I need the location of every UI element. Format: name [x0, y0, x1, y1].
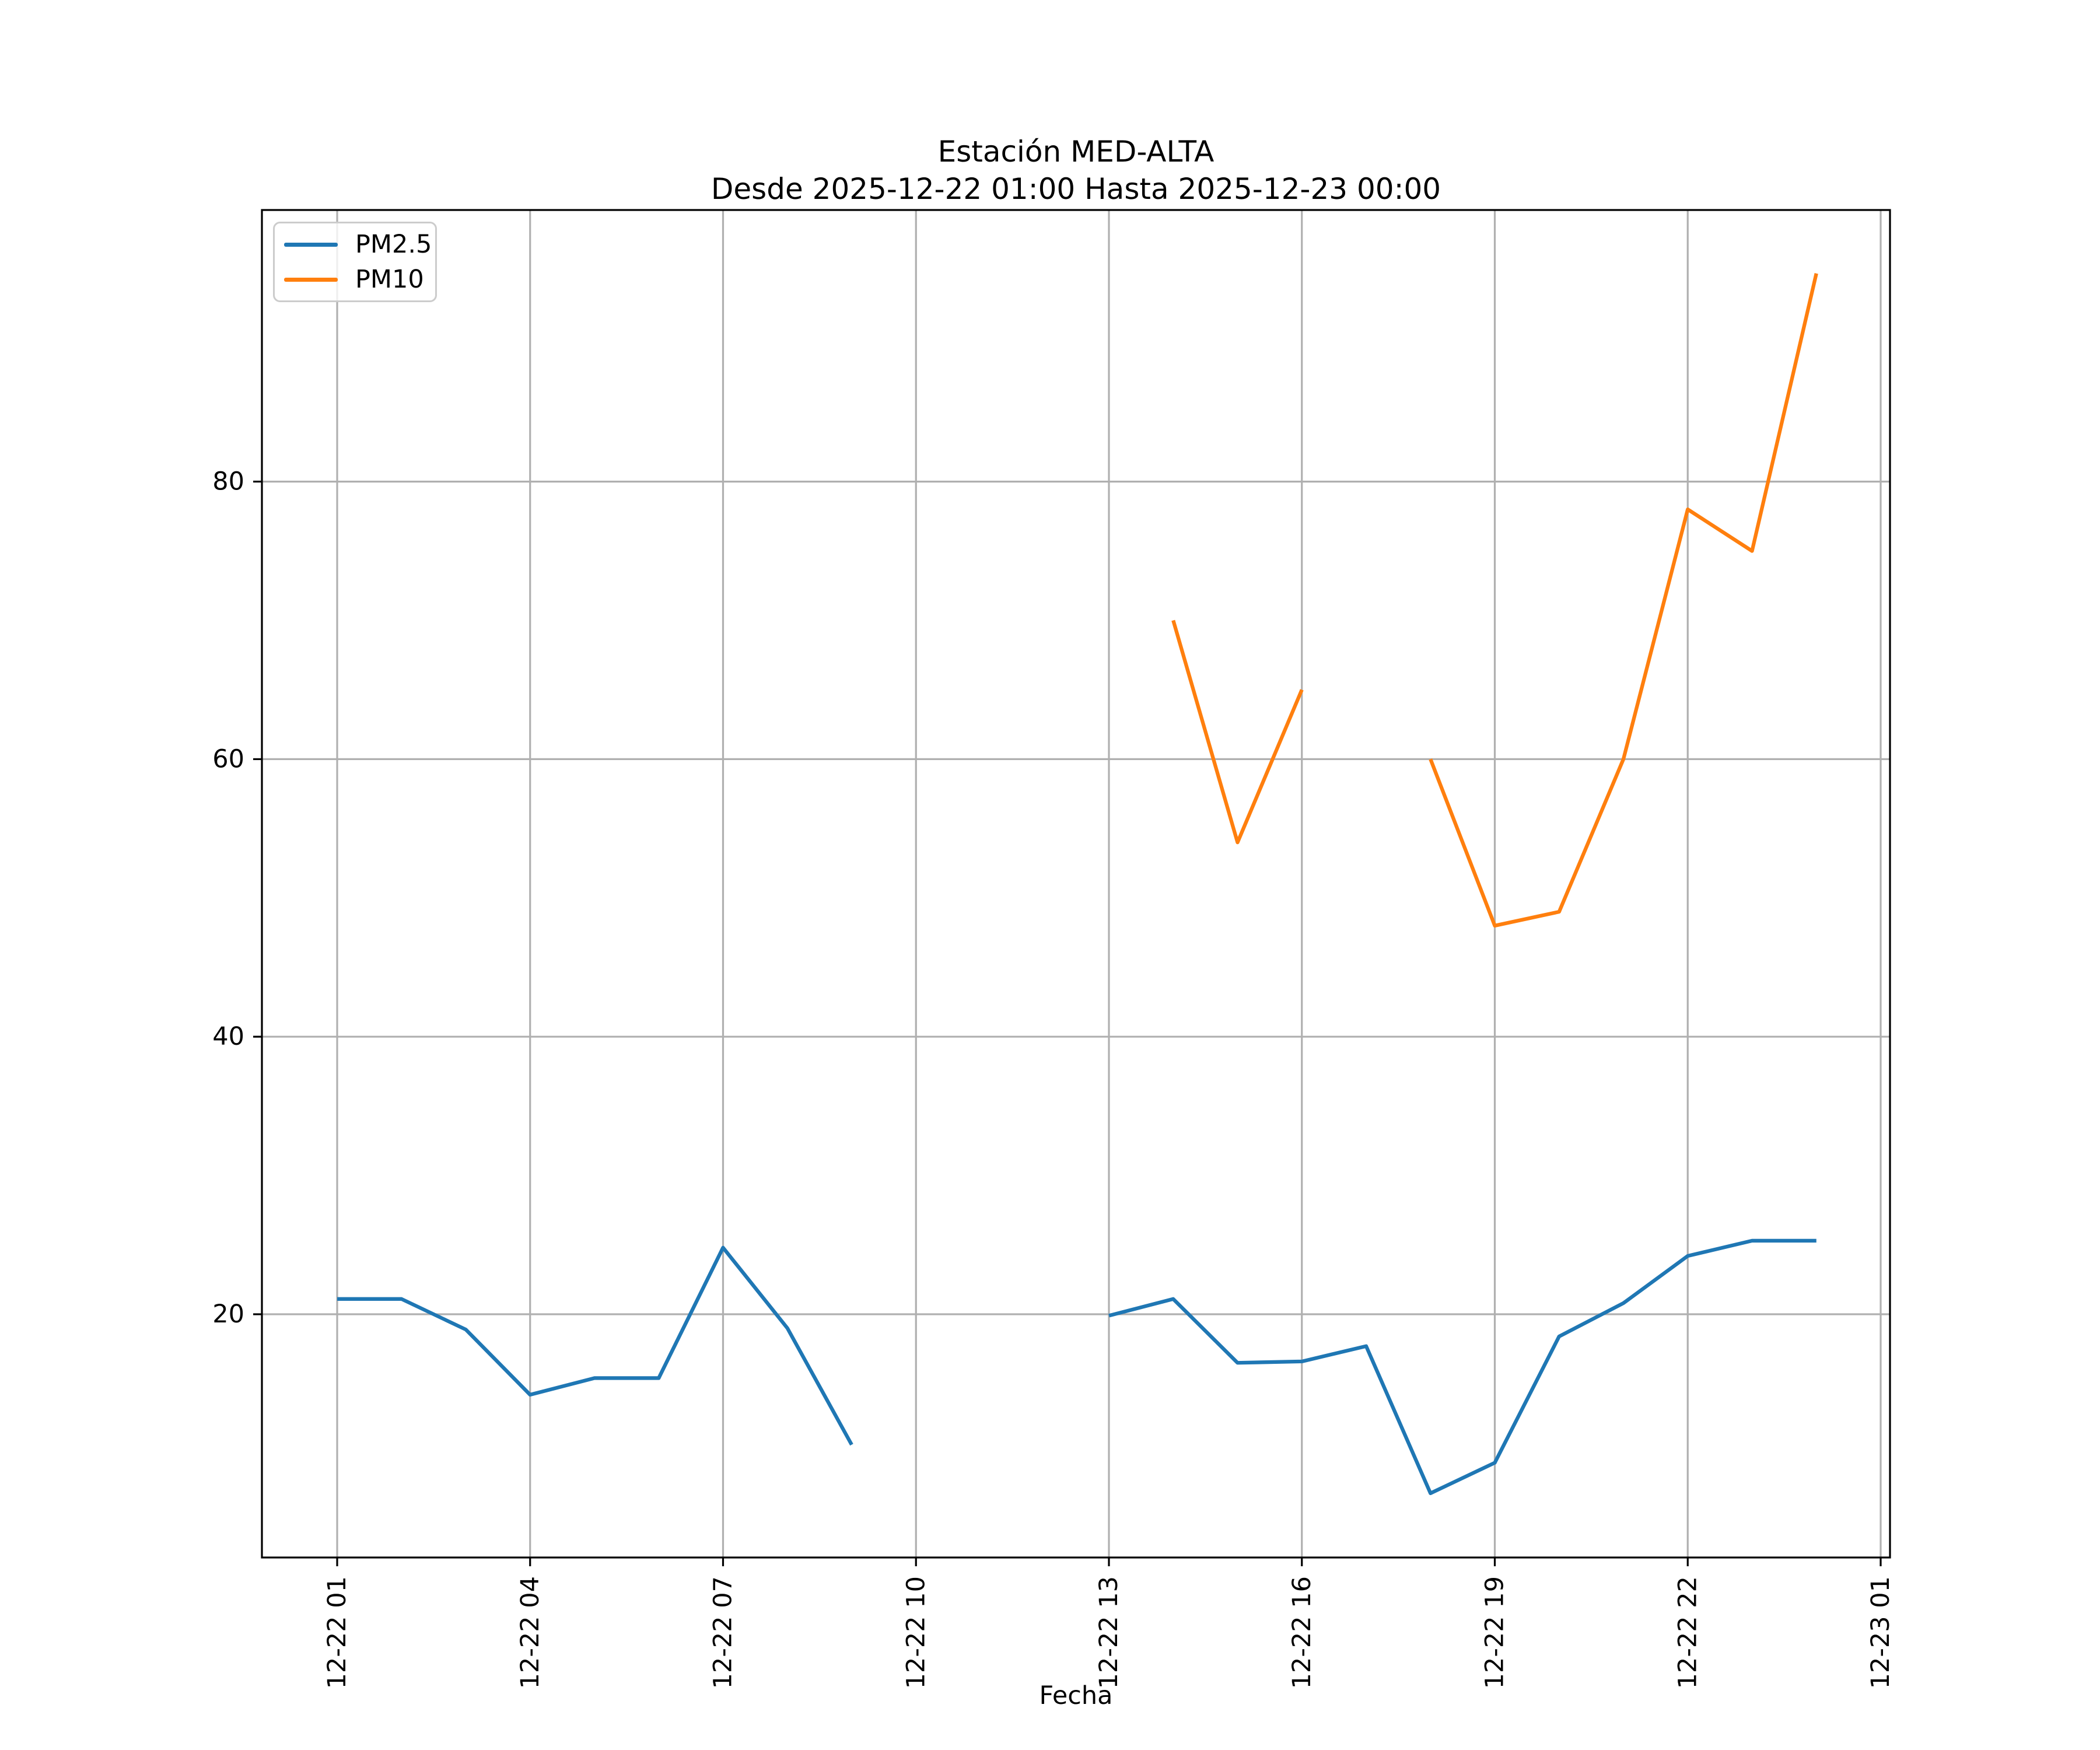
series-line-pm10 [1171, 620, 1304, 845]
legend-swatch-pm10 [284, 277, 338, 282]
y-tick-label: 40 [212, 1022, 244, 1051]
series-line-pm10 [1429, 273, 1818, 928]
x-tick-label: 12-22 13 [1094, 1576, 1124, 1689]
legend-item-pm10: PM10 [284, 265, 435, 294]
x-tick-label: 12-22 01 [323, 1576, 352, 1689]
x-tick-label: 12-22 16 [1287, 1576, 1317, 1689]
x-tick-label: 12-23 01 [1866, 1576, 1895, 1689]
chart-title-block: Estación MED-ALTA Desde 2025-12-22 01:00… [262, 133, 1890, 208]
legend-swatch-pm25 [284, 242, 338, 247]
x-tick-label: 12-22 22 [1673, 1576, 1702, 1689]
legend: PM2.5 PM10 [273, 222, 437, 302]
y-tick-label: 60 [212, 744, 244, 774]
y-tick-label: 80 [212, 467, 244, 496]
series-line-pm25 [1108, 1238, 1817, 1496]
x-axis-label: Fecha [1039, 1681, 1113, 1710]
x-tick-label: 12-22 10 [901, 1576, 930, 1689]
plot-border [261, 209, 1891, 1559]
x-tick-label: 12-22 04 [516, 1576, 545, 1689]
series-line-pm25 [337, 1245, 853, 1446]
chart-subtitle: Desde 2025-12-22 01:00 Hasta 2025-12-23 … [710, 172, 1441, 206]
y-tick-label: 20 [212, 1300, 244, 1329]
x-tick-label: 12-22 19 [1480, 1576, 1510, 1689]
x-tick-label: 12-22 07 [709, 1576, 738, 1689]
legend-item-pm25: PM2.5 [284, 230, 435, 259]
legend-label-pm25: PM2.5 [355, 230, 432, 259]
chart-title: Estación MED-ALTA [937, 135, 1214, 169]
legend-label-pm10: PM10 [355, 265, 424, 294]
